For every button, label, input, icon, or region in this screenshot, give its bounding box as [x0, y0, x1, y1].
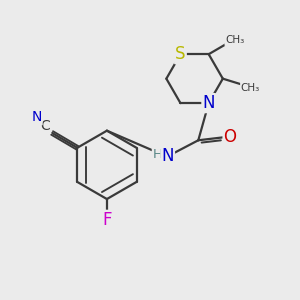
- Text: H: H: [153, 148, 163, 161]
- Text: N: N: [161, 147, 174, 165]
- Text: O: O: [224, 128, 237, 146]
- Text: F: F: [102, 211, 112, 229]
- Text: S: S: [175, 45, 186, 63]
- Text: CH₃: CH₃: [241, 82, 260, 93]
- Text: N: N: [202, 94, 215, 112]
- Text: C: C: [40, 119, 50, 134]
- Text: CH₃: CH₃: [225, 35, 244, 45]
- Text: N: N: [32, 110, 42, 124]
